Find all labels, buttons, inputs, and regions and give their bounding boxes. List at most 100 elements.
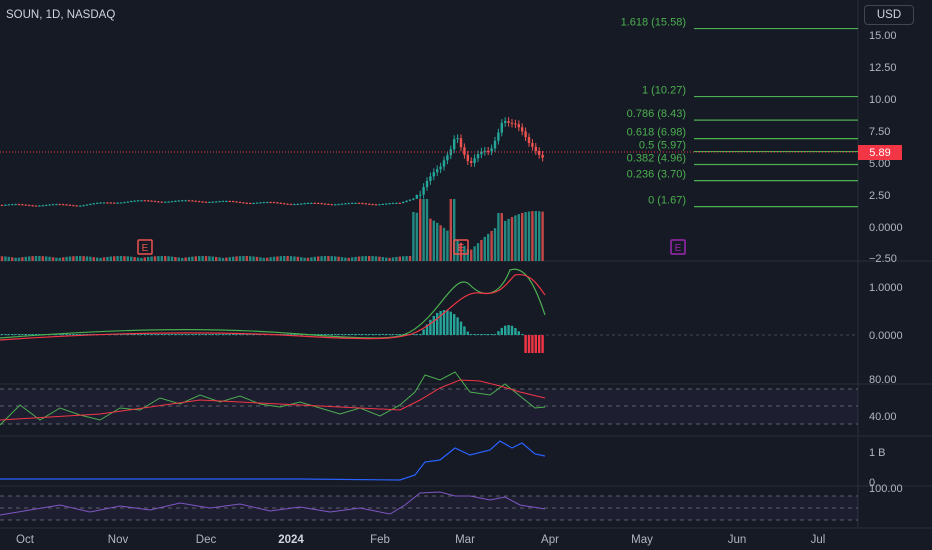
volume-bar	[466, 249, 469, 261]
volume-bar	[330, 256, 333, 261]
earnings-marker-label: E	[458, 243, 465, 254]
candle-body	[11, 204, 14, 206]
candle-body	[126, 201, 129, 203]
symbol-title[interactable]: SOUN, 1D, NASDAQ	[6, 9, 116, 21]
volume-bar	[72, 256, 75, 261]
volume-bar	[187, 257, 191, 261]
earnings-marker[interactable]	[453, 239, 469, 255]
earnings-marker[interactable]	[670, 239, 686, 255]
volume-bar	[150, 256, 153, 261]
candle-body	[391, 203, 395, 205]
macd-histogram-bar	[133, 334, 136, 335]
stoch-line	[0, 491, 546, 516]
volume-bar	[85, 256, 89, 261]
volume-bar	[4, 256, 7, 261]
axis-labels: 15.00 12.50 10.00 7.50 5.00 2.50 0.0000 −2.50 1.…	[16, 30, 903, 546]
macd-histogram-bar	[160, 334, 163, 335]
candle-body	[374, 204, 378, 206]
candle-body	[310, 202, 313, 204]
volume-bar	[133, 257, 136, 261]
rsi-line	[0, 371, 546, 426]
macd-histogram-bar	[405, 334, 408, 335]
macd-histogram-bar	[483, 334, 486, 335]
candle-body	[487, 150, 490, 152]
candle-body	[119, 202, 123, 204]
volume-bar	[317, 256, 320, 261]
volume-bar	[164, 256, 167, 261]
last-price-badge: 5.89	[858, 145, 902, 160]
volume-bar	[215, 256, 218, 261]
volume-bar	[99, 257, 102, 261]
candle-body	[361, 203, 364, 205]
candle-body	[453, 139, 456, 150]
volume-bar	[320, 256, 323, 261]
candle-body	[249, 203, 252, 205]
candle-body	[51, 204, 55, 206]
volume-bar	[170, 256, 174, 261]
macd-histogram-bar	[320, 334, 323, 335]
earnings-marker[interactable]	[137, 239, 153, 255]
volume-bar	[378, 256, 381, 261]
macd-histogram-bar	[150, 334, 153, 335]
volume-bar	[334, 256, 337, 261]
candle-body	[493, 140, 497, 149]
rsi-pane	[0, 371, 858, 426]
volume-bar	[453, 199, 456, 261]
macd-histogram-bar	[4, 334, 7, 335]
volume-bar	[439, 225, 442, 261]
macd-histogram-bar	[446, 310, 449, 335]
macd-line	[0, 268, 546, 339]
volume-bar	[55, 257, 58, 261]
macd-histogram-bar	[225, 334, 228, 335]
volume-bar	[38, 256, 41, 261]
volume-bar	[211, 256, 214, 261]
volume-bar	[232, 256, 235, 261]
volume-bar	[493, 228, 497, 261]
macd-histogram-bar	[531, 335, 534, 353]
volume-bar	[483, 236, 486, 261]
macd-histogram-bar	[351, 334, 354, 335]
volume-bar	[286, 256, 289, 261]
macd-histogram-bar	[68, 334, 72, 335]
volume-bar	[436, 222, 439, 261]
candle-body	[402, 201, 405, 204]
macd-histogram-bar	[415, 334, 418, 335]
macd-histogram-bar	[442, 310, 446, 335]
candle-body	[303, 203, 306, 205]
volume-bar	[153, 256, 157, 261]
volume-bar	[102, 257, 106, 261]
candle-body	[21, 204, 24, 206]
candle-body	[14, 204, 17, 206]
candle-body	[147, 200, 150, 202]
volume-bar	[289, 256, 293, 261]
volume-bar	[517, 214, 520, 261]
macd-histogram-bar	[184, 334, 187, 335]
candle-body	[194, 200, 197, 202]
volume-bar	[62, 257, 65, 261]
macd-histogram-bar	[140, 334, 143, 335]
volume-bar	[419, 199, 422, 261]
volume-bar	[140, 257, 143, 261]
candle-body	[279, 202, 282, 204]
volume-bar	[422, 199, 425, 261]
macd-histogram-bar	[453, 314, 456, 335]
volume-bar	[446, 230, 449, 261]
candle-body	[327, 203, 330, 205]
macd-histogram-bar	[208, 334, 211, 335]
volume-bar	[347, 257, 350, 261]
volume-bar	[96, 257, 99, 261]
volume-bar	[306, 257, 310, 261]
volume-bar	[89, 256, 92, 261]
stoch-axis-label: 100.00	[869, 483, 903, 495]
currency-button[interactable]: USD	[864, 5, 914, 25]
candle-body	[235, 201, 238, 203]
macd-histogram-bar	[538, 335, 541, 353]
macd-histogram-bar	[75, 334, 78, 335]
candle-body	[357, 202, 361, 204]
macd-histogram-bar	[191, 334, 194, 335]
candle-body	[429, 176, 432, 182]
candle-body	[480, 151, 483, 155]
rsi-ma-line	[0, 379, 546, 421]
